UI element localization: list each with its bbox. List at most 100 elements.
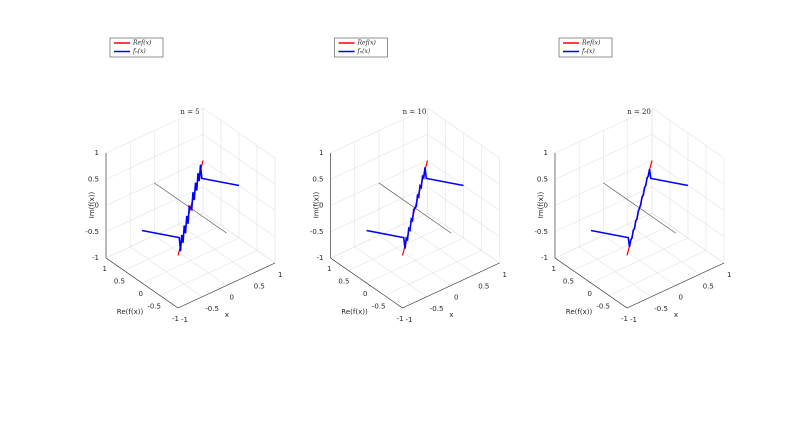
- y-axis-line: [554, 257, 628, 309]
- z-tick-label: 0: [95, 202, 99, 210]
- x-tick-label: -0.5: [654, 305, 668, 313]
- grid-line: [590, 237, 689, 284]
- grid-line: [330, 186, 428, 233]
- grid-line: [366, 237, 464, 284]
- data-line: [590, 168, 689, 248]
- grid-line: [123, 225, 222, 271]
- y-tick-label: -1: [172, 315, 179, 323]
- subplot: -1-0.500.51-1-0.500.51-1-0.500.51xRe(f(x…: [310, 37, 507, 324]
- y-axis-line: [105, 257, 179, 309]
- x-tick-label: 1: [503, 271, 507, 279]
- x-tick-label: 1: [278, 271, 282, 279]
- grid-line: [554, 107, 653, 154]
- grid-line: [651, 186, 725, 237]
- z-tick-label: -1: [317, 254, 324, 262]
- x-tick-label: 0: [679, 294, 683, 302]
- y-tick-label: 0.5: [563, 278, 574, 286]
- subplot: -1 -0.5 0 0.5 1 -1 -0.5 0 0.5 1 -1 -0.5 0 0.5 1 x Re(f(x…: [534, 37, 731, 324]
- grid-line: [651, 107, 725, 159]
- grid-line: [105, 186, 204, 233]
- x-tick-label: -1: [181, 316, 188, 324]
- grid-line: [427, 134, 500, 185]
- x-tick-label: -1: [406, 316, 413, 324]
- grid-line: [330, 107, 428, 154]
- y-tick-label: 1: [103, 265, 107, 273]
- legend-label: Ref(x): [357, 40, 377, 47]
- y-tick-label: 0: [588, 290, 592, 298]
- y-tick-label: 0: [363, 290, 367, 298]
- x-tick-label: 1: [727, 271, 731, 279]
- legend-label: fₙ(x): [357, 48, 371, 55]
- grid-line: [202, 107, 276, 159]
- grid-line: [651, 134, 725, 185]
- x-tick-label: -0.5: [430, 305, 444, 313]
- data-line: [141, 164, 240, 252]
- x-tick-label: -0.5: [205, 305, 219, 313]
- grid-line: [384, 250, 482, 296]
- grid-line: [202, 134, 276, 185]
- x-axis-line: [177, 262, 276, 309]
- y-axis-label: Re(f(x)): [566, 308, 593, 316]
- x-tick-label: 0.5: [703, 282, 714, 290]
- y-tick-label: 0: [139, 290, 143, 298]
- z-tick-label: -0.5: [534, 228, 548, 236]
- y-axis-label: Re(f(x)): [341, 308, 368, 316]
- z-tick-label: 0.5: [537, 175, 548, 183]
- z-tick-label: 0.5: [88, 175, 99, 183]
- z-tick-label: -0.5: [85, 228, 99, 236]
- z-tick-label: 0.5: [312, 175, 323, 183]
- z-tick-label: 1: [319, 149, 323, 157]
- x-axis-line: [402, 262, 500, 309]
- y-tick-label: 0.5: [338, 278, 349, 286]
- grid-line: [202, 186, 276, 237]
- y-tick-label: -1: [621, 315, 628, 323]
- z-tick-label: -0.5: [310, 228, 324, 236]
- grid-line: [427, 107, 500, 159]
- legend-label: Ref(x): [132, 40, 152, 47]
- y-tick-label: -0.5: [147, 303, 161, 311]
- grid-line: [554, 186, 653, 233]
- z-tick-label: -1: [92, 254, 99, 262]
- y-tick-label: -1: [397, 315, 404, 323]
- grid-line: [427, 212, 500, 264]
- chart-title: n = 5: [180, 108, 199, 116]
- x-axis-label: x: [225, 311, 229, 319]
- grid-line: [159, 250, 258, 296]
- z-tick-label: -1: [541, 254, 548, 262]
- grid-line: [651, 212, 725, 264]
- z-tick-label: 0: [319, 202, 323, 210]
- x-tick-label: -1: [630, 316, 637, 324]
- legend-label: fₙ(x): [132, 48, 146, 55]
- grid-line: [608, 250, 707, 296]
- z-tick-label: 1: [95, 149, 99, 157]
- grid-line: [427, 186, 500, 237]
- subplot: -1-0.500.51-1-0.500.51-1-0.500.51xRe(f(x…: [85, 37, 282, 324]
- y-tick-label: 0.5: [114, 278, 125, 286]
- x-tick-label: 0: [454, 294, 458, 302]
- grid-line: [554, 133, 653, 180]
- x-axis-label: x: [674, 311, 678, 319]
- grid-line: [330, 133, 428, 180]
- grid-line: [202, 212, 276, 264]
- y-axis-label: Re(f(x)): [117, 308, 144, 316]
- x-tick-label: 0: [230, 294, 234, 302]
- z-tick-label: 1: [544, 149, 548, 157]
- chart-title: n = 10: [403, 108, 427, 116]
- z-axis-label: Im(f(x)): [537, 192, 545, 219]
- z-axis-label: Im(f(x)): [88, 192, 96, 219]
- grid-line: [348, 225, 446, 271]
- grid-line: [105, 107, 204, 154]
- x-axis-label: x: [449, 311, 453, 319]
- z-tick-label: 0: [544, 202, 548, 210]
- y-tick-label: -0.5: [596, 303, 610, 311]
- y-axis-line: [330, 257, 403, 309]
- y-tick-label: 1: [552, 265, 556, 273]
- x-axis-line: [626, 262, 725, 309]
- grid-line: [572, 225, 671, 271]
- z-axis-label: Im(f(x)): [313, 192, 321, 219]
- data-line: [366, 167, 464, 249]
- grid-line: [105, 133, 204, 180]
- chart-title: n = 20: [627, 108, 651, 116]
